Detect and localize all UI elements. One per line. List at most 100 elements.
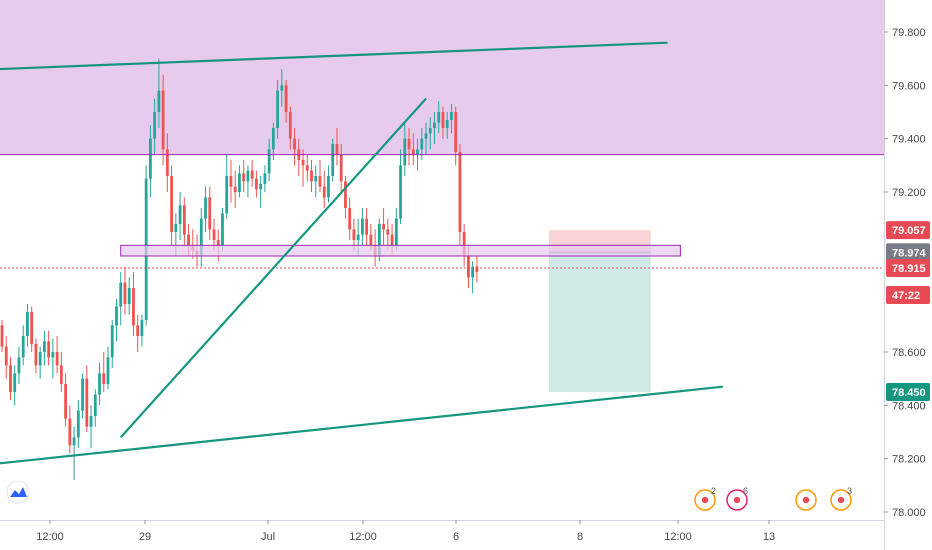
candle [403, 122, 407, 176]
candle [322, 170, 326, 208]
candle [204, 186, 207, 232]
candle-body [178, 205, 182, 224]
candle [157, 58, 161, 128]
time-tick-label: Jul [261, 531, 275, 543]
candle-body [284, 85, 288, 112]
candle [229, 160, 233, 203]
candle-body [458, 152, 462, 232]
candle [76, 400, 80, 448]
candle-body [407, 138, 411, 150]
price-badge-box [886, 221, 930, 240]
candle-body [55, 352, 59, 366]
candle-body [394, 218, 398, 246]
candle [123, 266, 127, 315]
candle-body [369, 234, 373, 246]
candle-body [132, 288, 135, 326]
time-tick-label: 29 [139, 531, 151, 543]
candle [178, 192, 182, 240]
candle-body [301, 160, 305, 166]
candle-body [208, 197, 212, 230]
economic-event-marker[interactable]: 3 [830, 486, 852, 511]
candle-body [428, 128, 432, 134]
price-badge-box [886, 286, 930, 304]
candle [301, 149, 305, 187]
candle-body [263, 173, 267, 184]
candle [259, 176, 263, 208]
candle [288, 106, 292, 150]
candle-body [339, 154, 343, 182]
support-rectangle[interactable] [120, 244, 681, 257]
candle [59, 352, 63, 392]
time-axis[interactable]: 12:00 29 Jul 12:00 6 8 12:00 13 [0, 520, 884, 550]
events-layer[interactable]: 2 6 3 [694, 486, 852, 511]
candle [64, 373, 67, 427]
candle-body [34, 344, 38, 366]
candle [47, 330, 51, 366]
economic-event-marker[interactable]: 6 [726, 486, 748, 511]
candle-body [293, 138, 296, 150]
candle [339, 144, 343, 192]
candle-body [335, 144, 339, 155]
candle [119, 272, 123, 326]
candle-body [471, 266, 475, 278]
candle-body [441, 112, 445, 128]
candle-body [26, 312, 29, 336]
candle [314, 165, 318, 198]
resistance-zone[interactable] [0, 0, 884, 155]
candle [182, 197, 186, 246]
position-target-zone[interactable] [548, 252, 651, 392]
candle-body [21, 336, 25, 358]
candle [30, 306, 34, 352]
candle [208, 186, 212, 240]
price-tick-label: 79.800 [892, 27, 926, 39]
candle [136, 314, 140, 352]
candle-body [115, 306, 118, 326]
candle [348, 197, 352, 240]
candle [233, 170, 237, 208]
candle-body [182, 205, 186, 235]
candle-body [445, 120, 449, 128]
price-badge: 78.974 [886, 243, 930, 262]
trendline-0[interactable] [0, 41, 668, 71]
candle [394, 208, 398, 251]
tradingview-logo[interactable] [6, 480, 30, 504]
candle-body [123, 282, 127, 304]
candle [127, 277, 131, 315]
candle-body [318, 176, 322, 187]
candle-body [30, 312, 34, 344]
candle-body [199, 218, 203, 256]
candle-body [365, 218, 369, 235]
candle-body [271, 128, 275, 150]
logo-badge[interactable] [6, 480, 30, 504]
time-tick-label: 6 [453, 531, 459, 543]
candle [327, 165, 330, 203]
candle-body [377, 224, 381, 256]
candle-body [331, 144, 335, 176]
candle-body [424, 133, 428, 139]
candle [399, 149, 402, 224]
candle-body [390, 234, 394, 246]
candle [165, 133, 169, 192]
candle [344, 176, 347, 219]
drawings-layer[interactable] [0, 154, 884, 392]
candle [271, 122, 275, 160]
price-tick-label: 78.200 [892, 454, 926, 466]
candle [89, 405, 93, 448]
candle-body [43, 341, 46, 352]
trendline-1[interactable] [0, 385, 723, 465]
candle-body [119, 282, 123, 307]
economic-event-marker[interactable]: 2 [694, 486, 716, 511]
event-dot [802, 496, 810, 504]
candle-body [361, 218, 364, 235]
candle [458, 144, 462, 246]
candle-body [170, 176, 173, 232]
candle-body [344, 181, 347, 208]
candle-body [352, 229, 356, 240]
candle-body [450, 112, 453, 120]
drawings-overlay[interactable] [0, 41, 723, 465]
economic-event-marker[interactable] [795, 489, 817, 511]
trendline-2[interactable] [119, 97, 427, 439]
time-tick-label: 12:00 [36, 531, 64, 543]
